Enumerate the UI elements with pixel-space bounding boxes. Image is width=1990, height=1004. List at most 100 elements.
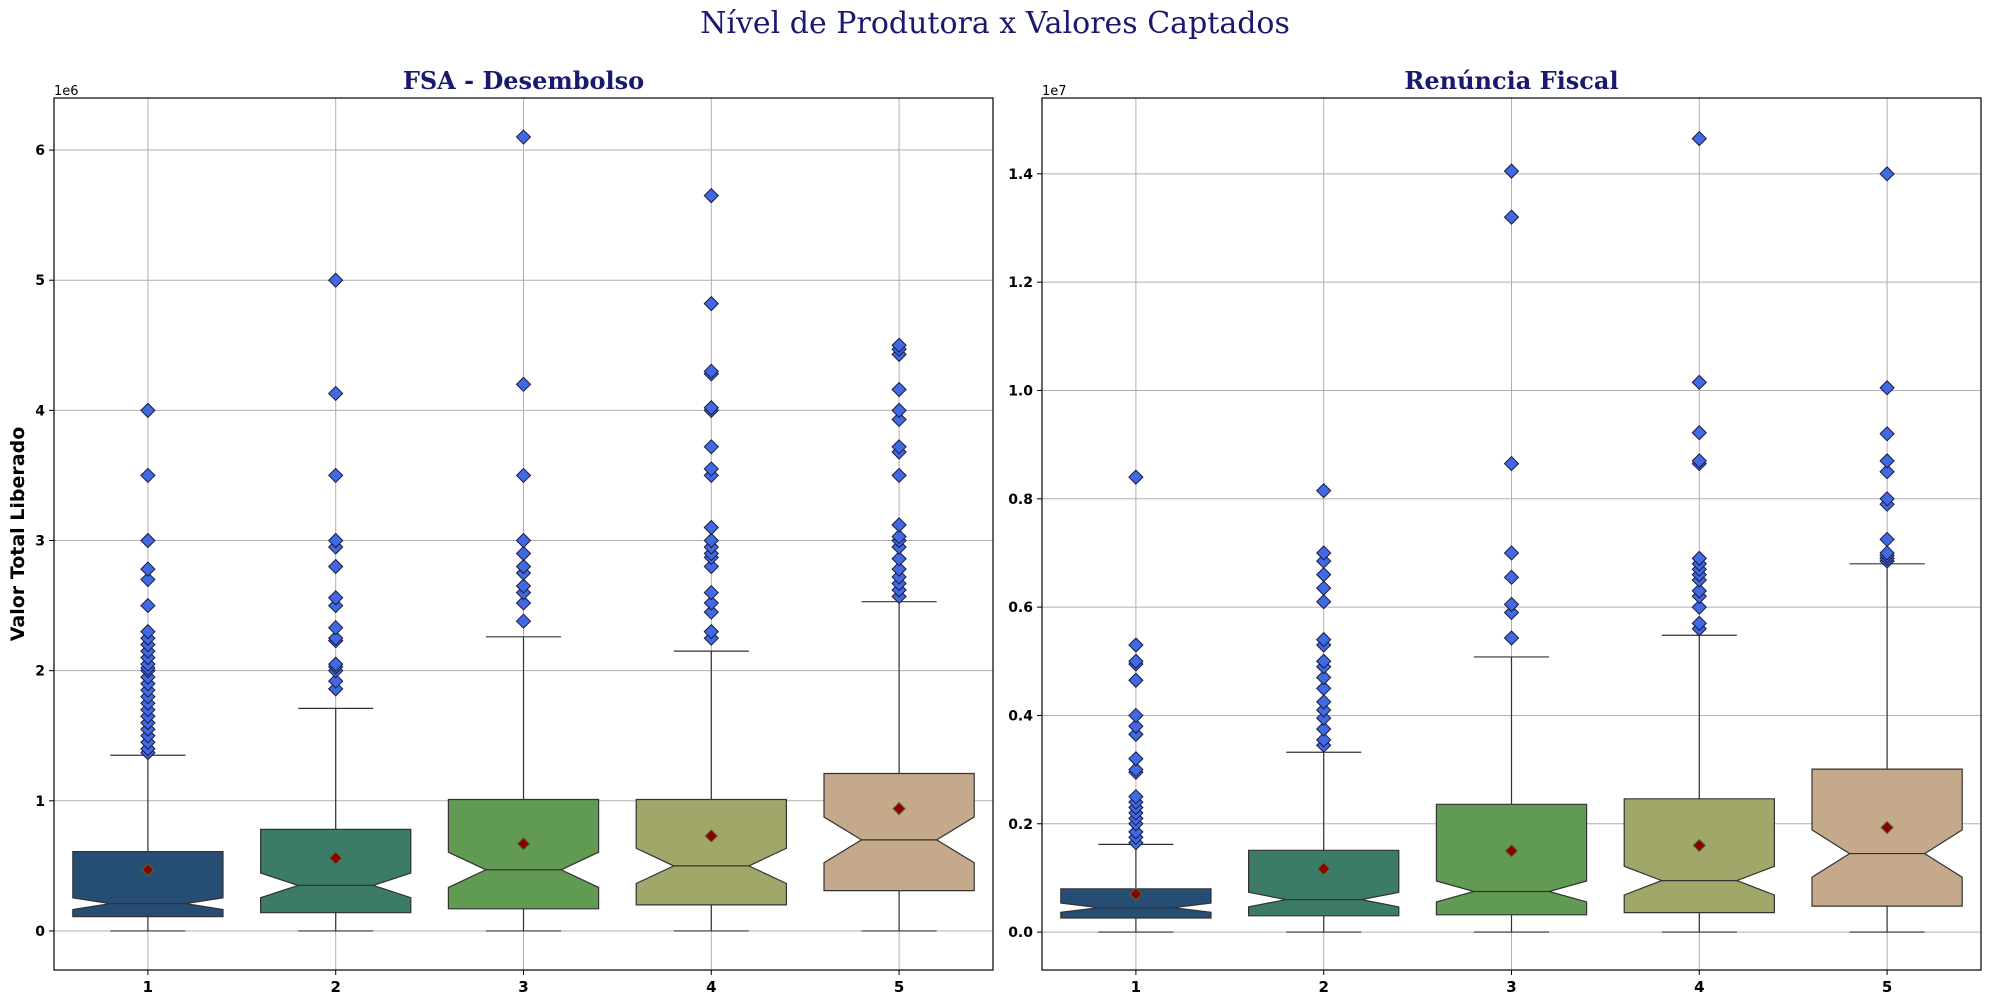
outlier-point <box>1503 163 1520 179</box>
outlier-point <box>1315 653 1332 669</box>
y-tick-label: 1.0 <box>1008 383 1033 399</box>
outlier-point <box>1879 426 1895 442</box>
panel-renuncia-fiscal: 0.0 0.2 0.4 0.6 0.8 1.0 1.2 1.4 1 2 3 4 5 Renúncia F… <box>1008 66 1982 996</box>
mean-marker <box>892 801 906 816</box>
outlier-point <box>1128 718 1144 734</box>
outlier-point <box>1503 596 1520 613</box>
outlier-point <box>1879 453 1895 469</box>
axis-ticks: 0 1 2 3 4 5 6 1 2 3 4 5 <box>35 143 904 996</box>
outlier-point <box>1315 680 1332 697</box>
outlier-point <box>1879 491 1895 507</box>
boxplots <box>72 129 975 932</box>
mean-marker <box>328 851 343 865</box>
mean-marker <box>516 837 531 851</box>
x-tick-label: 5 <box>894 978 904 996</box>
boxplot-category-3 <box>1435 163 1588 933</box>
outlier-point <box>1315 593 1332 610</box>
outlier-point <box>1691 453 1708 469</box>
box-body <box>1811 768 1963 907</box>
outlier-point <box>1691 425 1708 441</box>
panel-fsa-desembolso: 0 1 2 3 4 5 6 1 2 3 4 5 FSA - Desembolso 1e6 Valor … <box>7 66 994 996</box>
outlier-point <box>1315 631 1332 648</box>
y-tick-label: 0.2 <box>1008 817 1033 833</box>
y-tick-label: 0.6 <box>1008 600 1033 616</box>
outlier-point <box>140 597 156 614</box>
outlier-point <box>1503 545 1520 561</box>
outlier-point <box>327 590 344 606</box>
outlier-point <box>1128 726 1144 743</box>
outlier-point <box>1691 130 1708 147</box>
outlier-point <box>1128 788 1144 805</box>
outlier-point <box>1315 580 1332 596</box>
y-tick-label: 0.8 <box>1008 492 1033 508</box>
outlier-point <box>1691 583 1708 599</box>
outlier-point <box>1128 751 1144 767</box>
box-body <box>823 772 975 892</box>
outlier-point <box>1691 374 1708 391</box>
y-axis-label: Valor Total Liberado <box>7 427 29 642</box>
y-tick-label: 0.0 <box>1008 925 1033 941</box>
outlier-point <box>703 439 720 455</box>
outlier-point <box>703 519 720 536</box>
boxplot-category-1 <box>72 402 224 932</box>
outlier-point <box>1315 566 1332 583</box>
x-tick-label: 2 <box>1318 978 1328 996</box>
outlier-point <box>1315 710 1332 726</box>
outlier-point <box>515 613 532 629</box>
outlier-point <box>140 623 156 640</box>
outlier-point <box>327 681 344 697</box>
outlier-point <box>1128 707 1144 724</box>
y-tick-label: 1 <box>35 794 45 810</box>
outlier-point <box>1503 455 1520 472</box>
box-body <box>1060 888 1212 919</box>
mean-marker <box>1504 844 1519 858</box>
boxplot-category-2 <box>1247 482 1400 933</box>
outlier-point <box>1691 615 1708 632</box>
y-tick-label: 1.4 <box>1008 167 1033 183</box>
outlier-point <box>1691 550 1708 567</box>
box-body <box>1247 849 1400 917</box>
boxplot-category-3 <box>447 129 600 932</box>
outlier-point <box>140 532 156 549</box>
box-body <box>72 850 224 918</box>
outlier-point <box>703 604 720 620</box>
outlier-point <box>140 561 156 577</box>
y-tick-label: 1.2 <box>1008 275 1033 291</box>
outlier-point <box>1128 824 1144 840</box>
outlier-point <box>1315 694 1332 710</box>
box-body <box>1623 798 1776 914</box>
mean-marker <box>1880 820 1894 835</box>
outlier-point <box>891 467 907 484</box>
outlier-point <box>1315 702 1332 718</box>
outlier-point <box>703 363 720 380</box>
outlier-point <box>1503 604 1520 621</box>
outlier-point <box>1879 380 1895 396</box>
outlier-point <box>1315 669 1332 686</box>
y-tick-label: 6 <box>35 143 45 159</box>
outlier-point <box>1315 732 1332 748</box>
boxplot-category-5 <box>823 337 975 932</box>
outlier-point <box>515 129 532 145</box>
outlier-point <box>327 630 344 646</box>
outlier-point <box>891 402 907 419</box>
outlier-point <box>327 467 344 484</box>
outlier-point <box>515 578 532 594</box>
outlier-point <box>703 532 720 549</box>
panel-title: FSA - Desembolso <box>403 66 644 95</box>
x-tick-label: 2 <box>330 978 340 996</box>
outlier-point <box>891 381 907 398</box>
boxplot-category-5 <box>1811 166 1963 933</box>
mean-marker <box>141 863 155 877</box>
outlier-point <box>703 187 720 204</box>
mean-marker <box>1316 862 1331 876</box>
y-tick-label: 5 <box>35 273 45 289</box>
mean-marker <box>704 829 719 843</box>
outlier-point <box>1691 599 1708 615</box>
x-tick-label: 3 <box>1506 978 1516 996</box>
y-tick-label: 0.4 <box>1008 708 1033 724</box>
outlier-point <box>1315 553 1332 569</box>
y-offset-label: 1e7 <box>1042 84 1067 99</box>
y-offset-label: 1e6 <box>54 84 79 99</box>
outlier-point <box>703 595 720 611</box>
